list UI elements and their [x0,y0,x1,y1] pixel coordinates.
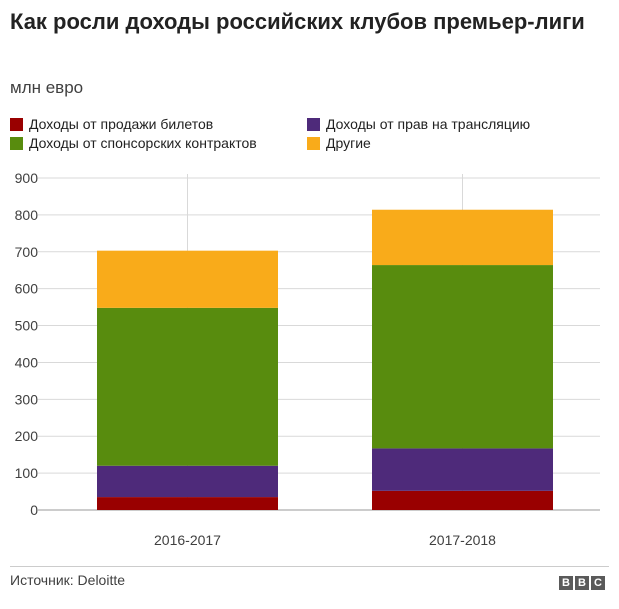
chart-subtitle: млн евро [10,78,84,97]
bar-segment [372,209,553,266]
y-tick-label: 800 [15,207,39,223]
legend-swatch-tickets [10,117,23,131]
legend-item-other: Другие [307,135,371,151]
legend-label-broadcast: Доходы от прав на трансляцию [326,116,531,132]
logo-letter: C [591,576,605,590]
legend-swatch-sponsorship [10,136,23,150]
y-tick-label: 500 [15,318,39,334]
legend: Доходы от продажи билетов Доходы от прав… [10,116,610,156]
legend-swatch-broadcast [307,117,320,131]
bar-segment [372,265,553,449]
legend-item-broadcast: Доходы от прав на трансляцию [307,116,530,132]
x-tick-label: 2016-2017 [154,532,221,548]
legend-label-sponsorship: Доходы от спонсорских контрактов [29,135,257,151]
bar-segment [97,465,278,498]
y-tick-label: 900 [15,170,39,186]
y-tick-label: 400 [15,354,39,370]
y-tick-label: 700 [15,244,39,260]
y-tick-label: 600 [15,281,39,297]
stacked-bar-chart: 0 100 200 300 400 500 600 700 800 900 2016-2017 201… [15,170,600,548]
x-tick-label: 2017-2018 [429,532,496,548]
source-note: Источник: Deloitte [10,572,126,588]
legend-label-tickets: Доходы от продажи билетов [29,116,214,132]
bbc-logo: B B C [559,576,605,590]
legend-swatch-other [307,136,320,150]
logo-letter: B [575,576,589,590]
logo-letter: B [559,576,573,590]
chart-title: Как росли доходы российских клубов премь… [10,9,585,34]
legend-item-tickets: Доходы от продажи билетов [10,116,213,132]
bar-segment [97,307,278,466]
y-tick-label: 100 [15,465,39,481]
legend-item-sponsorship: Доходы от спонсорских контрактов [10,135,257,151]
y-tick-label: 300 [15,391,39,407]
y-tick-label: 0 [30,502,38,518]
legend-label-other: Другие [326,135,371,151]
footer-divider [10,566,609,567]
bar-segment [97,250,278,308]
bar-segment [372,448,553,491]
bar-segment [97,497,278,510]
bar-segment [372,490,553,510]
y-tick-label: 200 [15,428,39,444]
